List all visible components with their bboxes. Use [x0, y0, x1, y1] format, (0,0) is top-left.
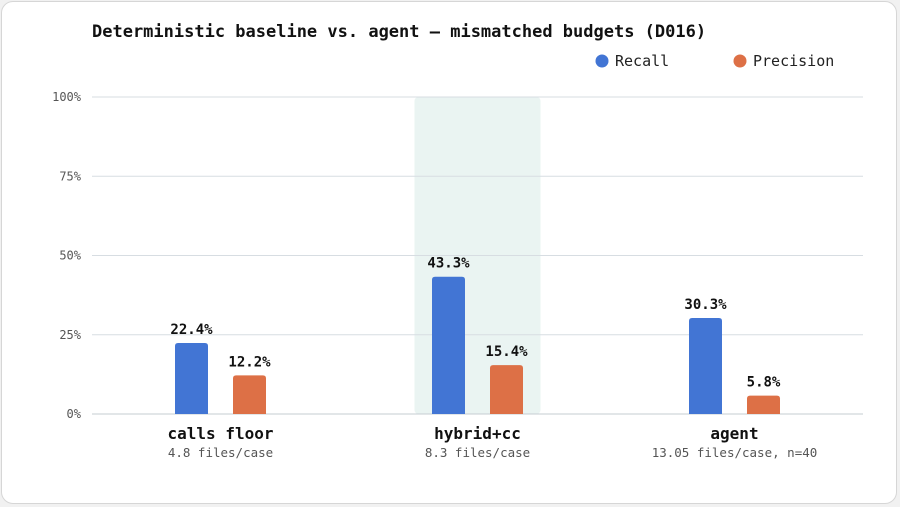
y-tick-label: 50%	[59, 249, 81, 263]
bar-recall	[432, 276, 465, 414]
data-label-precision: 15.4%	[485, 344, 528, 360]
category-label: agent	[710, 424, 758, 443]
category-label: hybrid+cc	[434, 424, 521, 443]
category-subtitle: 8.3 files/case	[425, 445, 530, 460]
legend-label-precision: Precision	[753, 52, 834, 70]
bar-recall	[175, 342, 208, 414]
category-subtitle: 4.8 files/case	[168, 445, 273, 460]
bar-precision	[490, 365, 523, 414]
data-label-precision: 5.8%	[747, 375, 781, 391]
y-tick-label: 0%	[67, 407, 82, 421]
data-label-recall: 22.4%	[170, 322, 213, 338]
y-tick-label: 100%	[52, 90, 82, 104]
data-label-recall: 30.3%	[684, 297, 727, 313]
legend-item-recall: Recall	[595, 52, 669, 70]
legend-swatch-precision	[733, 54, 747, 68]
data-label-recall: 43.3%	[427, 256, 470, 272]
legend-swatch-recall	[595, 54, 609, 68]
bar-recall	[689, 317, 722, 414]
bar-precision	[233, 375, 266, 414]
legend: Recall Precision	[595, 52, 834, 70]
category-subtitle: 13.05 files/case, n=40	[652, 445, 818, 460]
category-label: calls floor	[168, 424, 274, 443]
bar-precision	[747, 395, 780, 414]
y-tick-label: 25%	[59, 328, 81, 342]
legend-label-recall: Recall	[615, 52, 669, 70]
y-tick-label: 75%	[59, 169, 81, 183]
data-label-precision: 12.2%	[228, 354, 271, 370]
chart-title: Deterministic baseline vs. agent — misma…	[92, 22, 706, 42]
legend-item-precision: Precision	[733, 52, 834, 70]
